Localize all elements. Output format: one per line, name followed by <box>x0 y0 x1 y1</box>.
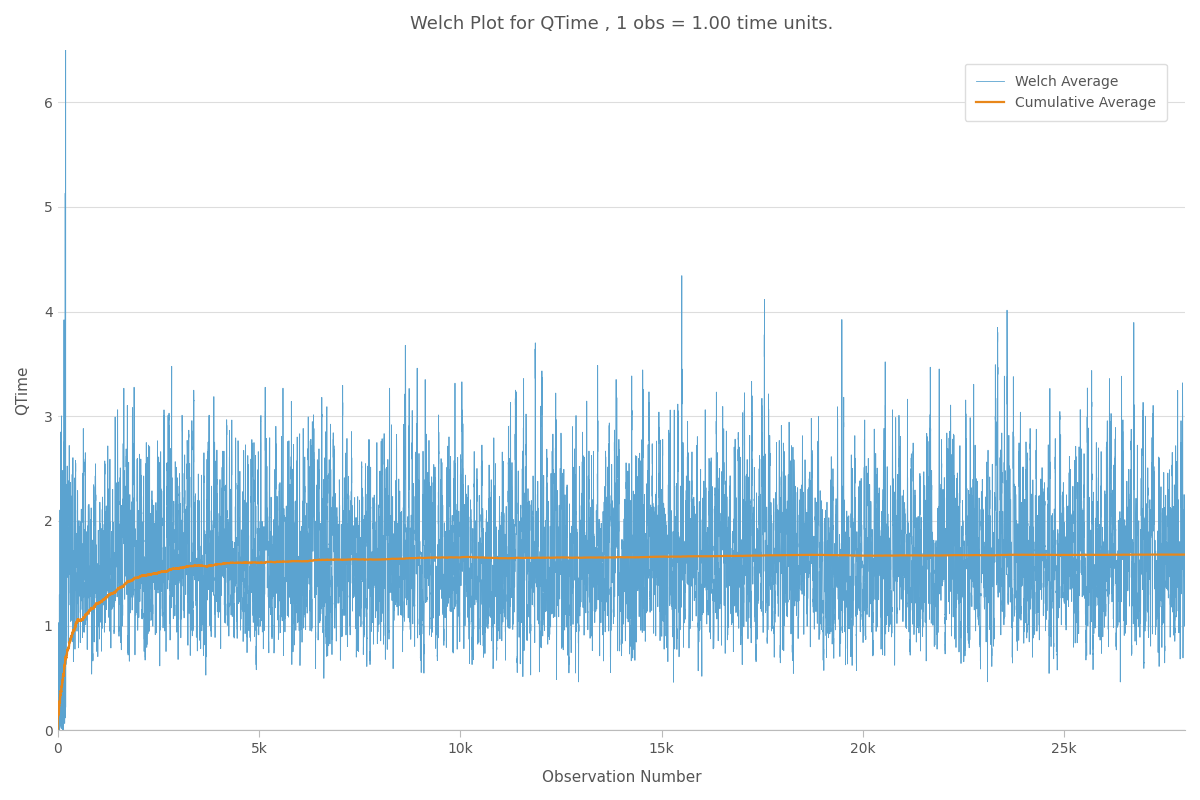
Cumulative Average <box>600 553 614 562</box>
Line: Cumulative Average: Cumulative Average <box>58 554 1186 729</box>
Welch Average <box>1178 510 1193 520</box>
Welch Average <box>774 545 788 554</box>
Cumulative Average <box>1148 550 1163 559</box>
Y-axis label: QTime: QTime <box>14 366 30 415</box>
Welch Average <box>734 590 749 600</box>
Cumulative Average <box>485 553 499 562</box>
Welch Average <box>50 724 65 734</box>
Cumulative Average <box>575 553 589 562</box>
Welch Average <box>600 494 614 504</box>
Cumulative Average <box>50 724 65 734</box>
Cumulative Average <box>1178 550 1193 559</box>
Welch Average <box>59 7 73 17</box>
Welch Average <box>485 636 499 646</box>
Line: Welch Average: Welch Average <box>58 12 1186 730</box>
Cumulative Average <box>774 550 788 560</box>
Welch Average <box>881 566 895 575</box>
Cumulative Average <box>734 551 749 561</box>
Welch Average <box>55 726 70 735</box>
Cumulative Average <box>881 550 895 560</box>
Welch Average <box>575 505 589 514</box>
X-axis label: Observation Number: Observation Number <box>541 770 701 785</box>
Title: Welch Plot for QTime , 1 obs = 1.00 time units.: Welch Plot for QTime , 1 obs = 1.00 time… <box>409 15 833 33</box>
Legend: Welch Average, Cumulative Average: Welch Average, Cumulative Average <box>965 63 1166 121</box>
